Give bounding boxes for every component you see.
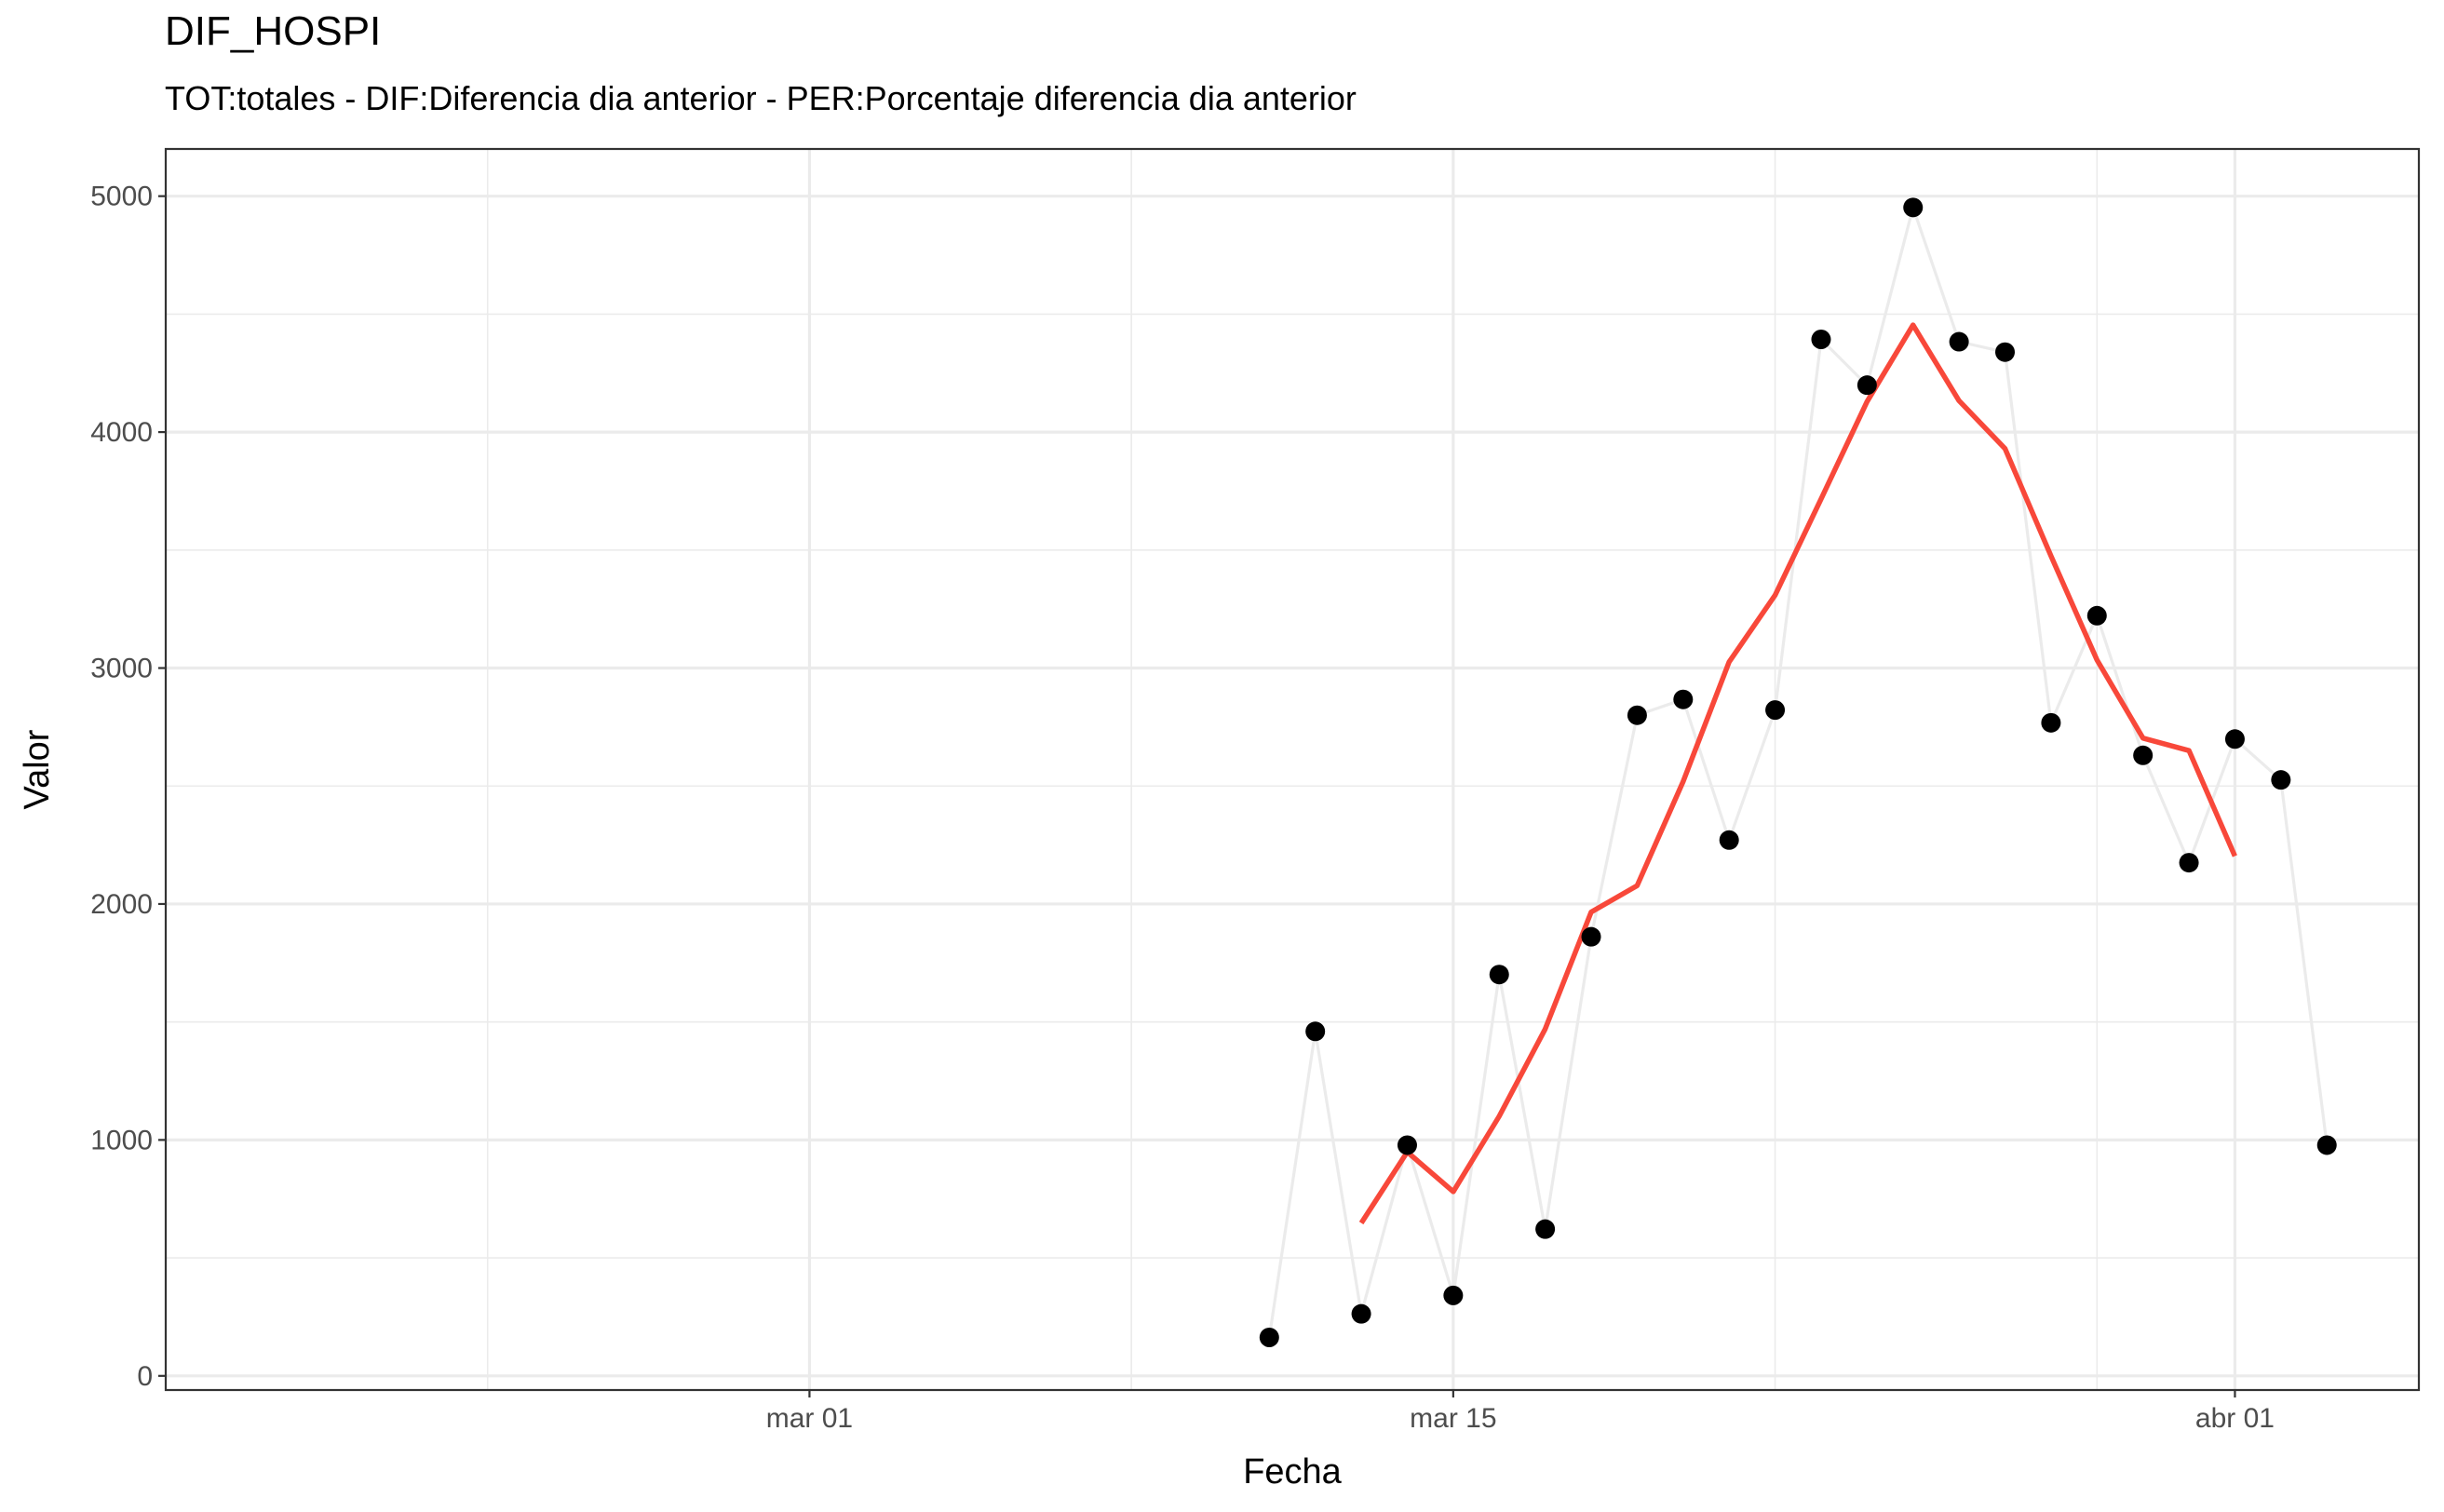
data-point	[1259, 1327, 1279, 1347]
data-point	[1351, 1303, 1371, 1324]
chart-subtitle: TOT:totales - DIF:Diferencia dia anterio…	[165, 79, 1357, 117]
data-point	[1765, 700, 1786, 721]
data-point	[1489, 965, 1509, 985]
data-point	[2041, 712, 2061, 733]
data-point	[1535, 1219, 1556, 1239]
y-tick-label: 5000	[90, 182, 153, 212]
data-point	[1857, 375, 1877, 396]
data-point	[1949, 331, 1969, 352]
data-point	[2316, 1135, 2337, 1155]
data-point	[1397, 1135, 1417, 1155]
x-tick-label: abr 01	[2195, 1403, 2275, 1434]
series-1-line	[1358, 322, 2237, 1225]
grid-minor	[166, 149, 2419, 1390]
data-point	[2224, 729, 2245, 749]
x-axis-title: Fecha	[1243, 1452, 1342, 1492]
data-point	[1627, 705, 1647, 725]
y-tick-label: 0	[137, 1361, 153, 1392]
y-tick-label: 2000	[90, 889, 153, 920]
data-point	[2133, 745, 2154, 765]
data-point	[1673, 689, 1694, 709]
data-point	[1903, 197, 1924, 218]
y-tick-label: 1000	[90, 1125, 153, 1155]
series-0-connector-line	[1267, 206, 2329, 1338]
data-point	[1719, 830, 1739, 850]
data-point	[2271, 770, 2291, 790]
axis-ticks: 0 1000 2000 3000 4000 5000 mar 01 mar 15 abr 01	[90, 182, 2275, 1434]
x-tick-label: mar 15	[1410, 1403, 1496, 1434]
data-point	[1995, 342, 2016, 362]
plot-border	[164, 147, 2421, 1392]
data-point	[2086, 605, 2107, 626]
y-tick-label: 3000	[90, 654, 153, 684]
series-layer	[1259, 197, 2337, 1347]
data-point	[1305, 1021, 1326, 1042]
data-point	[1581, 926, 1601, 947]
x-tick-label: mar 01	[766, 1403, 853, 1434]
chart-title: DIF_HOSPI	[165, 8, 382, 54]
plot-panel	[166, 149, 2419, 1390]
data-point	[1811, 330, 1831, 350]
data-point	[2179, 853, 2199, 873]
y-tick-label: 4000	[90, 417, 153, 448]
y-axis-title: Valor	[18, 729, 57, 809]
data-point	[1443, 1285, 1464, 1305]
